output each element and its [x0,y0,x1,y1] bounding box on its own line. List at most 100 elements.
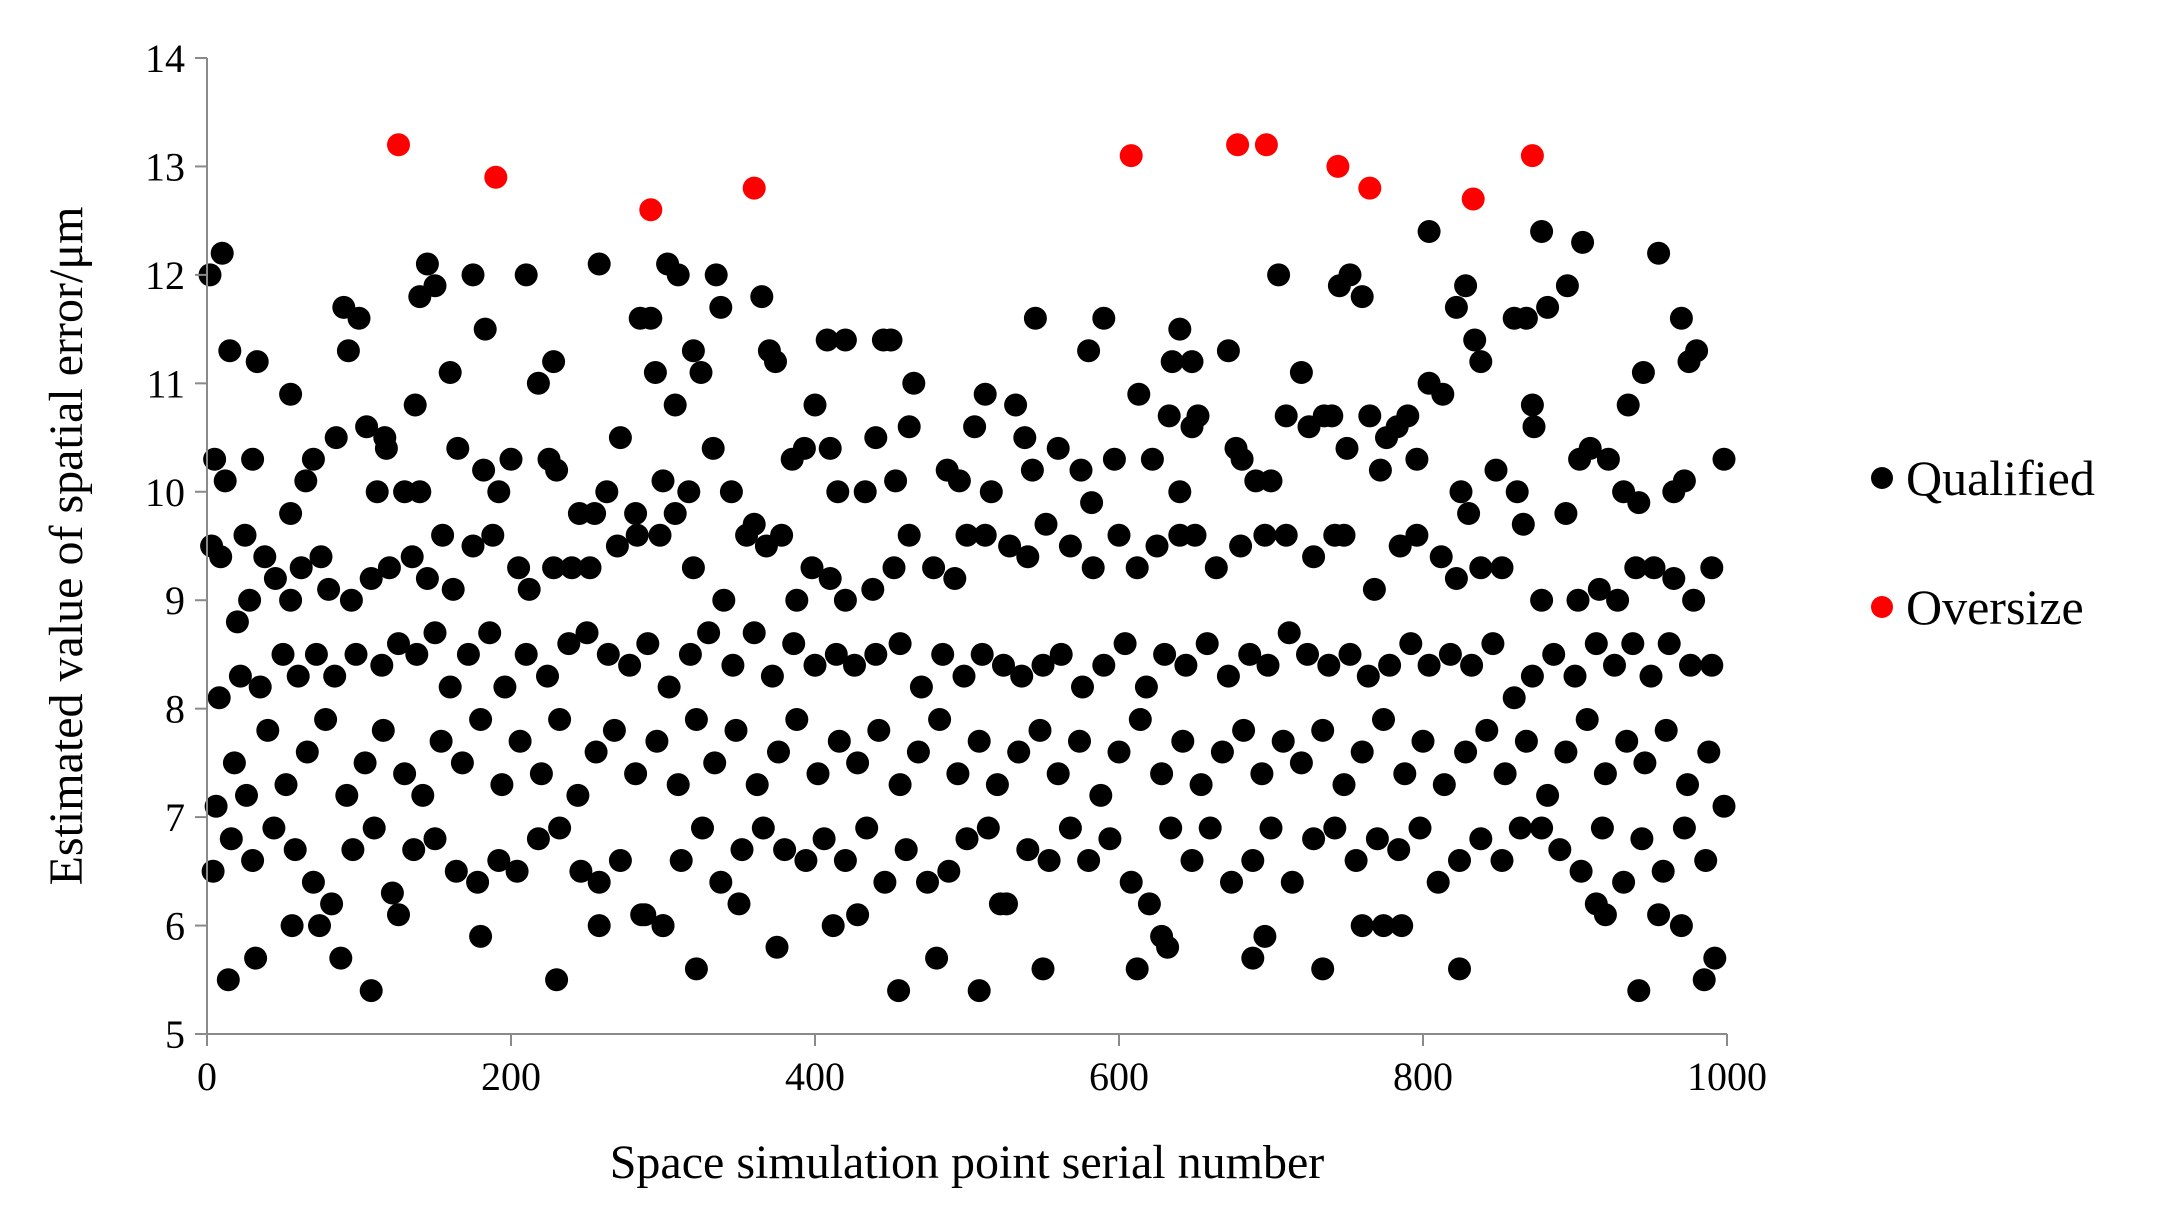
data-point-qualified [213,469,237,493]
data-point-qualified [1049,642,1073,666]
data-point-qualified [438,675,462,699]
data-point-qualified [1590,816,1614,840]
data-point-qualified [1157,404,1181,428]
data-point-qualified [329,946,353,970]
data-point-qualified [745,773,769,797]
data-point-qualified [1302,545,1326,569]
data-point-qualified [967,979,991,1003]
data-point-qualified [681,339,705,363]
data-point-qualified [1438,642,1462,666]
data-point-qualified [1631,361,1655,384]
data-point-qualified [1046,436,1070,460]
data-point-qualified [1358,404,1382,428]
data-point-oversize [1358,176,1382,200]
data-point-qualified [1335,436,1359,460]
data-point-qualified [1624,556,1648,580]
data-point-qualified [773,838,797,862]
data-point-qualified [792,436,816,460]
data-point-qualified [301,870,325,894]
data-point-oversize [1461,187,1485,211]
data-point-qualified [320,892,344,916]
data-point-qualified [1417,653,1441,677]
data-point-qualified [1575,708,1599,731]
data-point-qualified [1092,306,1116,330]
data-point-qualified [947,469,971,493]
data-point-qualified [1587,577,1611,601]
x-tick-label: 800 [1393,1054,1453,1099]
data-point-qualified [548,708,572,731]
data-point-qualified [1505,480,1529,504]
data-point-qualified [1490,849,1514,872]
data-point-qualified [324,426,348,450]
data-point-qualified [651,469,675,493]
data-point-qualified [861,577,885,601]
data-point-qualified [472,458,496,482]
data-point-oversize [1254,133,1278,157]
data-point-qualified [1484,458,1508,482]
data-point-qualified [289,556,313,580]
data-point-qualified [1058,816,1082,840]
data-point-qualified [770,523,794,547]
data-point-qualified [1077,849,1101,872]
data-point-qualified [233,523,257,547]
data-point-qualified [882,556,906,580]
data-point-qualified [625,523,649,547]
data-point-qualified [955,827,979,851]
data-point-qualified [998,534,1022,558]
data-point-qualified [985,773,1009,797]
legend-label-oversize: Oversize [1906,579,2084,635]
data-point-qualified [1323,816,1347,840]
data-point-qualified [1081,556,1105,580]
data-point-qualified [1356,664,1380,688]
data-point-qualified [1615,729,1639,753]
data-point-qualified [1712,447,1736,471]
data-point-qualified [1183,523,1207,547]
data-point-qualified [1344,849,1368,872]
data-point-qualified [1651,859,1675,883]
data-point-qualified [542,556,566,580]
data-point-qualified [833,328,857,352]
data-point-qualified [545,968,569,992]
data-point-qualified [377,556,401,580]
data-point-qualified [1241,946,1265,970]
data-point-qualified [955,523,979,547]
data-point-qualified [855,816,879,840]
data-point-qualified [973,523,997,547]
data-point-qualified [575,621,599,645]
data-point-qualified [1697,740,1721,764]
data-point-qualified [526,371,550,395]
data-point-qualified [833,849,857,872]
data-point-qualified [1107,740,1131,764]
data-point-qualified [1700,556,1724,580]
x-tick-label: 0 [197,1054,217,1099]
data-point-qualified [735,523,759,547]
data-point-qualified [1145,534,1169,558]
data-point-oversize [742,176,766,200]
data-point-qualified [897,415,921,439]
data-point-qualified [444,859,468,883]
data-point-qualified [873,870,897,894]
data-point-qualified [1596,447,1620,471]
data-point-qualified [1069,458,1093,482]
data-point-qualified [487,480,511,504]
x-tick-label: 400 [785,1054,845,1099]
data-point-qualified [456,642,480,666]
data-point-qualified [1449,480,1473,504]
data-point-qualified [415,252,439,276]
data-point-qualified [1186,404,1210,428]
data-point-qualified [560,556,584,580]
data-point-qualified [803,653,827,677]
data-point-qualified [1232,718,1256,742]
data-point-qualified [1627,491,1651,515]
legend-marker-oversize [1871,596,1893,618]
data-point-qualified [1004,393,1028,417]
data-point-qualified [1016,838,1040,862]
data-point-oversize [484,165,508,189]
data-point-oversize [387,133,410,157]
data-point-qualified [1469,556,1493,580]
data-point-qualified [529,762,553,786]
data-point-qualified [517,577,541,601]
data-point-qualified [1606,588,1630,612]
data-point-qualified [1536,783,1560,807]
